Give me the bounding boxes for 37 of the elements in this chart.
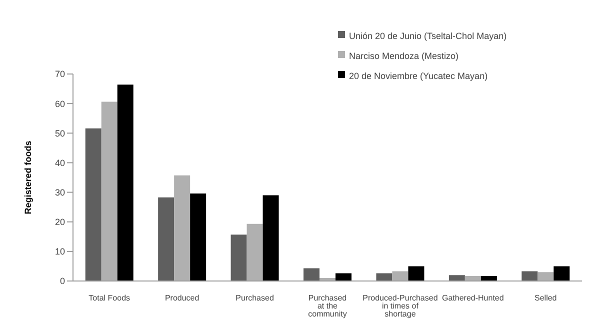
legend-label: Unión 20 de Junio (Tseltal-Chol Mayan)	[349, 31, 507, 41]
y-tick-label: 20	[54, 217, 65, 228]
bar	[408, 266, 424, 281]
x-tick-label: Selled	[534, 294, 557, 303]
y-tick-label: 60	[54, 98, 65, 109]
bar	[246, 224, 263, 281]
x-tick-label: Gathered-Hunted	[442, 294, 504, 303]
bar	[85, 128, 102, 281]
y-axis-title: Registered foods	[23, 140, 34, 214]
x-tick-label: Purchased	[236, 294, 274, 303]
bar	[522, 271, 538, 281]
bar	[230, 234, 247, 281]
x-tick-label: Produced	[164, 294, 200, 303]
bar	[190, 193, 206, 281]
bar	[554, 266, 570, 281]
bar	[376, 273, 392, 281]
bar	[392, 271, 408, 281]
bar	[304, 268, 320, 281]
bar	[101, 102, 118, 281]
y-tick-label: 30	[54, 187, 65, 198]
x-tick-label: Total Foods	[88, 294, 130, 303]
bar	[117, 84, 134, 281]
bar	[538, 272, 554, 281]
bar	[174, 175, 190, 281]
y-tick-label: 50	[54, 128, 65, 138]
x-tick-label: Produced-Purchased in times of shortage	[362, 294, 438, 319]
bar	[262, 195, 279, 281]
bar	[336, 273, 352, 281]
y-tick-label: 70	[54, 69, 65, 80]
y-tick-label: 0	[60, 276, 65, 286]
y-tick-label: 40	[54, 158, 65, 168]
legend-label: 20 de Noviembre (Yucatec Mayan)	[349, 71, 488, 81]
y-tick-label: 10	[54, 246, 65, 257]
bar	[448, 275, 465, 281]
x-tick-label: Purchased at the community	[308, 294, 347, 319]
legend-label: Narciso Mendoza (Mestizo)	[349, 51, 459, 61]
bar	[158, 197, 174, 281]
